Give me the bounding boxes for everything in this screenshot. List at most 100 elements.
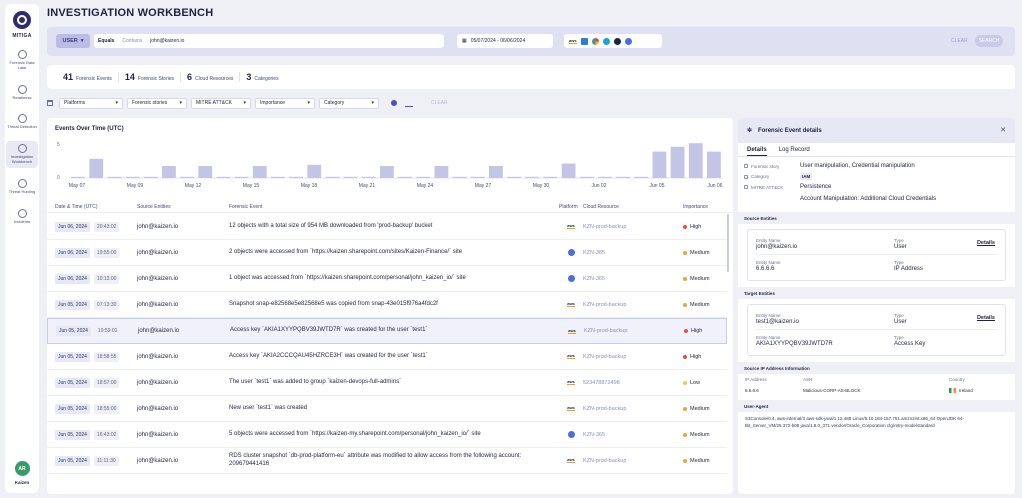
- x-tick-label: May 24: [417, 183, 434, 189]
- stat-categories[interactable]: 3 Categories: [240, 72, 284, 82]
- cell-resource[interactable]: KZN-365: [583, 275, 606, 282]
- table-row[interactable]: Jun 06, 2024 10:13:00 john@kaizen.io 1 obje…: [47, 266, 727, 292]
- time-chip: 07:13:30: [93, 299, 120, 310]
- importance-dropdown[interactable]: Importance ▾: [255, 97, 315, 109]
- sidebar-item-readiness[interactable]: Readiness: [6, 82, 38, 104]
- table-row[interactable]: Jun 05, 2024 11:11:30 john@kaizen.io RDS cl…: [47, 448, 727, 474]
- cell-resource[interactable]: KZN-prod-backup: [583, 457, 627, 464]
- entity-name-label: Entity Name: [756, 335, 781, 340]
- stat-forensic-stories[interactable]: 14 Forensic Stories: [119, 72, 182, 82]
- ip-col-header: IP Address: [745, 377, 767, 382]
- table-row[interactable]: Jun 05, 2024 16:43:02 john@kaizen.io 5 obje…: [47, 422, 727, 448]
- entity-name: john@kaizen.io: [756, 243, 798, 250]
- op-equals[interactable]: Equals: [98, 38, 115, 44]
- op-contains[interactable]: Contains: [122, 38, 143, 44]
- google-icon[interactable]: [591, 37, 599, 45]
- chart-bar: [361, 176, 376, 178]
- radar-icon: [17, 114, 27, 124]
- col-date[interactable]: Date & Time (UTC): [55, 203, 98, 210]
- table-row[interactable]: Jun 05, 2024 19:59:01 john@kaizen.io Access…: [47, 318, 727, 344]
- condition-input[interactable]: Equals Contains john@kaizen.io: [94, 34, 444, 48]
- mitre-dropdown[interactable]: MITRE ATT&CK ▾: [191, 97, 251, 109]
- details-link[interactable]: Details: [976, 315, 995, 321]
- cell-resource[interactable]: KZN-prod-backup: [584, 328, 628, 334]
- table-row[interactable]: Jun 06, 2024 19:55:00 john@kaizen.io 2 obje…: [47, 240, 727, 266]
- x-tick-label: May 15: [243, 183, 260, 189]
- cell-resource[interactable]: 523478872498: [583, 379, 620, 386]
- table-row[interactable]: Jun 05, 2024 18:57:00 john@kaizen.io The us…: [47, 370, 727, 396]
- cell-source[interactable]: john@kaizen.io: [137, 223, 179, 230]
- platforms-dropdown[interactable]: Platforms ▾: [59, 97, 123, 109]
- cell-resource[interactable]: KZN-prod-backup: [583, 353, 627, 360]
- forensic-stories-dropdown[interactable]: Forensic stories ▾: [127, 97, 187, 109]
- col-importance[interactable]: Importance: [683, 203, 709, 210]
- sidebar-item-forensic-data-lake[interactable]: Forensic Data Lake: [6, 47, 38, 74]
- table-row[interactable]: Jun 05, 2024 07:13:30 john@kaizen.io Snapsh…: [47, 292, 727, 318]
- stat-cloud-resources[interactable]: 6 Cloud Resources: [181, 72, 241, 82]
- date-range-picker[interactable]: ▦ 05/07/2024 - 06/06/2024: [457, 34, 553, 48]
- cell-source[interactable]: john@kaizen.io: [137, 353, 179, 360]
- search-button[interactable]: SEARCH: [975, 35, 1003, 47]
- sidebar-item-threat-hunting[interactable]: Threat Hunting: [6, 176, 38, 198]
- chart-bar: [180, 176, 194, 178]
- mitiga-logo[interactable]: [13, 11, 31, 29]
- col-event[interactable]: Forensic Event: [229, 203, 263, 210]
- dropdown-label: MITRE ATT&CK: [196, 100, 233, 106]
- chart-bar: [125, 176, 140, 178]
- github-icon[interactable]: [613, 37, 621, 45]
- cell-datetime: Jun 06, 2024 20:43:02: [47, 221, 137, 232]
- col-platform[interactable]: Platform: [559, 203, 578, 210]
- search-value[interactable]: john@kaizen.io: [150, 38, 185, 44]
- chart-bar: [652, 151, 667, 178]
- cell-source[interactable]: john@kaizen.io: [137, 301, 179, 308]
- table-row[interactable]: Jun 06, 2024 20:43:02 john@kaizen.io 12 obj…: [47, 214, 727, 240]
- sidebar-item-incidents[interactable]: Incidents: [6, 206, 38, 228]
- chart-view-icon[interactable]: [405, 99, 413, 107]
- cell-resource[interactable]: KZN-365: [583, 249, 606, 256]
- col-source[interactable]: Source Entities: [137, 203, 171, 210]
- tab-details[interactable]: Details: [747, 147, 767, 156]
- field-select[interactable]: USER ▾: [56, 34, 90, 48]
- stat-label: Cloud Resources: [195, 76, 234, 82]
- avatar[interactable]: AR: [14, 461, 30, 476]
- cell-source[interactable]: john@kaizen.io: [137, 275, 179, 282]
- m365-icon: [567, 249, 575, 256]
- mitre-technique: Account Manipulation: Additional Cloud C…: [800, 196, 937, 202]
- close-icon[interactable]: ✕: [1000, 127, 1006, 134]
- aws-icon[interactable]: aws: [569, 37, 577, 44]
- cell-source[interactable]: john@kaizen.io: [137, 249, 179, 256]
- toggle-icon[interactable]: [391, 100, 397, 106]
- okta-icon[interactable]: [602, 37, 610, 45]
- chart-bar: [107, 176, 122, 178]
- stat-count: 41: [63, 72, 74, 82]
- sidebar-item-investigation-workbench[interactable]: Investigation Workbench: [6, 141, 38, 168]
- category-dropdown[interactable]: Category ▾: [319, 97, 379, 109]
- sidebar-item-threat-detection[interactable]: Threat Detection: [6, 111, 38, 133]
- country-value: Ireland: [959, 388, 973, 393]
- tab-log-record[interactable]: Log Record: [778, 147, 810, 153]
- stat-forensic-events[interactable]: 41 Forensic Events: [57, 72, 119, 82]
- cell-resource[interactable]: KZN-prod-backup: [583, 405, 627, 412]
- table-row[interactable]: Jun 05, 2024 18:55:00 john@kaizen.io New us…: [47, 396, 727, 422]
- cell-source[interactable]: john@kaizen.io: [137, 457, 179, 464]
- platform-selector[interactable]: aws: [564, 34, 662, 48]
- importance-label: High: [691, 328, 703, 334]
- clear-button[interactable]: CLEAR: [951, 38, 968, 44]
- cell-source[interactable]: john@kaizen.io: [138, 328, 180, 334]
- cell-resource[interactable]: KZN-365: [583, 431, 606, 438]
- cell-source[interactable]: john@kaizen.io: [137, 379, 179, 386]
- m365-icon[interactable]: [624, 37, 632, 45]
- events-panel: Events Over Time (UTC) 5 0 May 07 May 09 May…: [47, 118, 733, 494]
- cell-source[interactable]: john@kaizen.io: [137, 431, 179, 438]
- scrollbar[interactable]: [727, 214, 729, 272]
- col-resource[interactable]: Cloud Resource: [583, 203, 619, 210]
- entity-name: 6.6.6.6: [756, 266, 775, 272]
- cell-resource[interactable]: KZN-prod-backup: [583, 223, 627, 230]
- table-row[interactable]: Jun 05, 2024 18:58:55 john@kaizen.io Access…: [47, 344, 727, 370]
- azure-icon[interactable]: [580, 37, 588, 45]
- x-tick-label: May 07: [69, 183, 86, 189]
- facets-clear-button[interactable]: CLEAR: [431, 100, 448, 106]
- cell-resource[interactable]: KZN-prod-backup: [583, 301, 627, 308]
- details-link[interactable]: Details: [976, 240, 995, 246]
- cell-source[interactable]: john@kaizen.io: [137, 405, 179, 412]
